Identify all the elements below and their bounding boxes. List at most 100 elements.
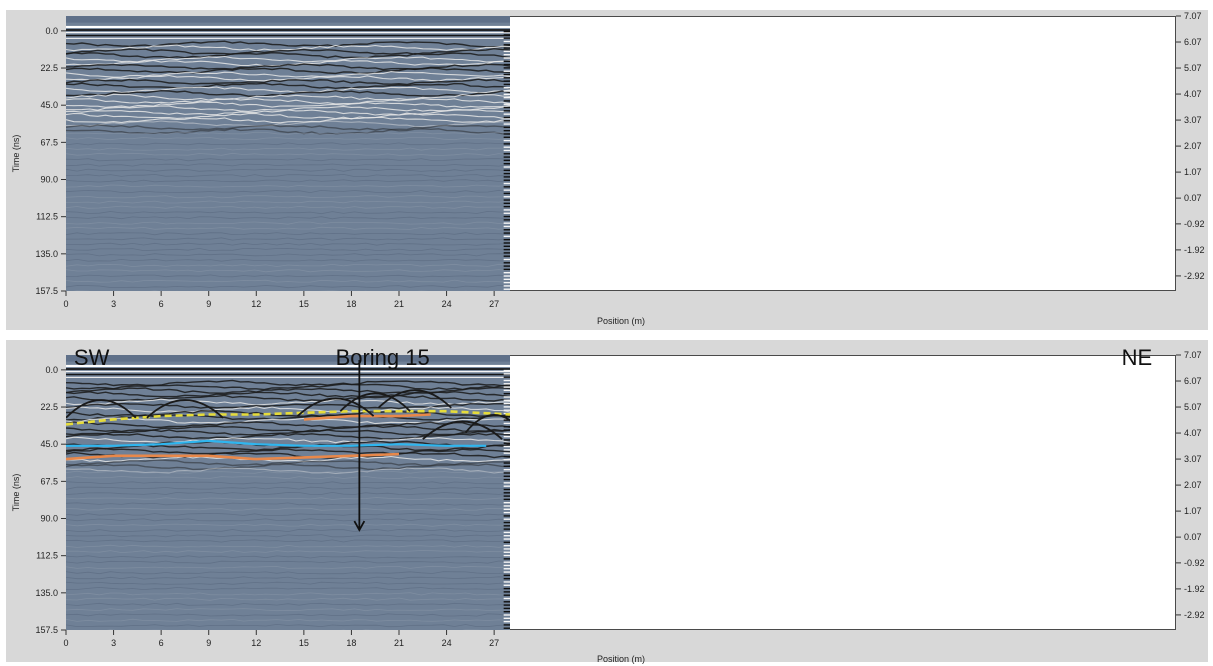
edge-noise (503, 126, 510, 129)
texture-line (66, 486, 510, 490)
edge-noise (503, 498, 510, 501)
edge-noise (503, 242, 510, 244)
texture-line (66, 534, 510, 538)
edge-noise (503, 449, 510, 451)
radargram-image (66, 355, 510, 630)
y2-tick-label: 1.07 (1184, 167, 1202, 177)
y2-tick-label: 0.07 (1184, 193, 1202, 203)
edge-noise (503, 485, 510, 487)
edge-noise (503, 63, 510, 66)
annotation-sw: SW (74, 345, 110, 370)
x-tick-label: 27 (489, 299, 499, 309)
reflector (66, 459, 510, 467)
edge-noise (503, 624, 510, 626)
edge-noise (503, 627, 510, 629)
y2-tick-label: 7.07 (1184, 350, 1202, 360)
surface-reflection-3 (66, 34, 510, 37)
edge-noise (503, 455, 510, 458)
texture-line (66, 242, 510, 246)
edge-noise (503, 505, 510, 507)
reflector (66, 82, 510, 90)
texture-line (66, 179, 510, 183)
edge-noise (503, 488, 510, 491)
texture-line (66, 221, 510, 225)
edge-noise (503, 426, 510, 428)
texture-line (66, 216, 510, 220)
texture-line (66, 571, 510, 575)
y2-tick-label: 6.07 (1184, 37, 1202, 47)
surface-reflection-0 (66, 25, 510, 29)
reflector (66, 432, 510, 440)
edge-noise (503, 57, 510, 59)
edge-noise (503, 169, 510, 172)
surface-reflection-2 (66, 31, 510, 34)
edge-noise (503, 432, 510, 435)
texture-line (66, 237, 510, 241)
reflector (66, 109, 510, 116)
edge-noise (503, 262, 510, 264)
x-tick-label: 12 (251, 638, 261, 648)
edge-noise (503, 186, 510, 188)
reflector (66, 436, 510, 444)
interpreted-layer-1 (66, 452, 400, 461)
y2-tick-label: 0.07 (1184, 532, 1202, 542)
texture-line (66, 586, 510, 591)
air-band (66, 355, 510, 362)
edge-noise (503, 571, 510, 573)
texture-line (66, 205, 510, 209)
edge-noise (503, 285, 510, 287)
edge-noise (503, 577, 510, 580)
reflector (66, 89, 510, 97)
edge-noise (503, 70, 510, 72)
texture-line (66, 518, 510, 522)
texture-line (66, 618, 510, 622)
x-axis-label: Position (m) (597, 654, 645, 664)
edge-noise (503, 133, 510, 135)
edge-noise (503, 219, 510, 221)
y-tick-label: 112.5 (36, 212, 58, 222)
edge-noise (503, 275, 510, 277)
edge-noise (503, 591, 510, 593)
edge-noise (503, 143, 510, 145)
reflector (66, 51, 510, 59)
texture-line (66, 507, 510, 511)
edge-noise (503, 156, 510, 158)
texture-line (66, 602, 510, 606)
interpreted-layer-3 (303, 413, 431, 421)
edge-noise (503, 278, 510, 281)
texture-line (66, 581, 510, 585)
x-tick-label: 6 (159, 299, 164, 309)
edge-noise (503, 83, 510, 86)
edge-noise (503, 482, 510, 484)
x-tick-label: 0 (63, 638, 68, 648)
edge-noise (503, 501, 510, 504)
reflector (66, 390, 510, 398)
texture-line (66, 576, 510, 580)
y-tick-label: 135.0 (35, 249, 58, 259)
edge-noise (503, 90, 510, 92)
texture-line (66, 210, 510, 215)
edge-noise (503, 406, 510, 408)
reflector (66, 93, 510, 101)
edge-noise (503, 37, 510, 39)
interpreted-layer-2 (66, 439, 487, 447)
edge-noise (503, 379, 510, 382)
boring-arrow-head (353, 520, 366, 532)
y2-tick-label: 4.07 (1184, 89, 1202, 99)
edge-noise (503, 402, 510, 405)
surface-reflection-2 (66, 370, 510, 373)
edge-noise (503, 581, 510, 583)
reflector (66, 383, 510, 391)
edge-noise (503, 564, 510, 567)
edge-noise (503, 409, 510, 411)
edge-noise (503, 192, 510, 195)
edge-noise (503, 80, 510, 82)
edge-noise (503, 515, 510, 517)
edge-noise (503, 258, 510, 261)
hyperbola-4 (377, 389, 452, 409)
edge-noise (503, 584, 510, 586)
edge-noise (503, 459, 510, 461)
reflector (66, 71, 510, 78)
edge-noise (503, 472, 510, 474)
edge-noise (503, 468, 510, 471)
